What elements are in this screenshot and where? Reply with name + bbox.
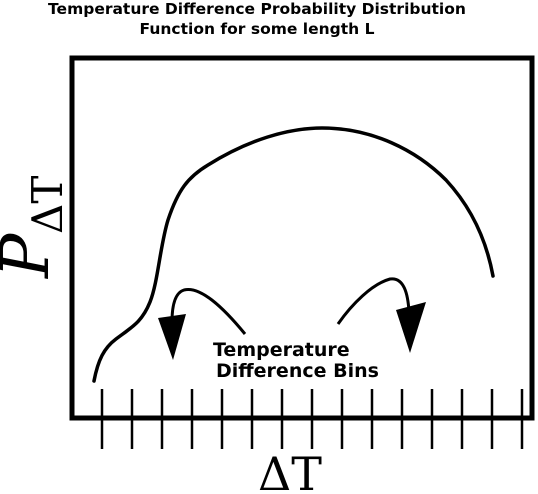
left-arrow-stem [170, 288, 247, 335]
x-axis-label: ΔT [258, 447, 322, 494]
annotation-line-1: Temperature [213, 339, 350, 361]
y-axis-label: P ΔT [0, 176, 72, 279]
bin-ticks [100, 389, 524, 449]
annotation-line-2: Difference Bins [216, 360, 379, 382]
title-line-2: Function for some length L [140, 20, 375, 38]
right-arrow-stem [336, 277, 411, 325]
plot-frame [69, 55, 535, 421]
title-line-1: Temperature Difference Probability Distr… [48, 0, 466, 18]
left-arrowhead-icon [158, 314, 186, 360]
right-arrowhead-icon [396, 302, 426, 353]
distribution-curve [92, 126, 495, 383]
y-axis-symbol: P [0, 232, 64, 279]
y-axis-subscript: ΔT [23, 176, 72, 234]
